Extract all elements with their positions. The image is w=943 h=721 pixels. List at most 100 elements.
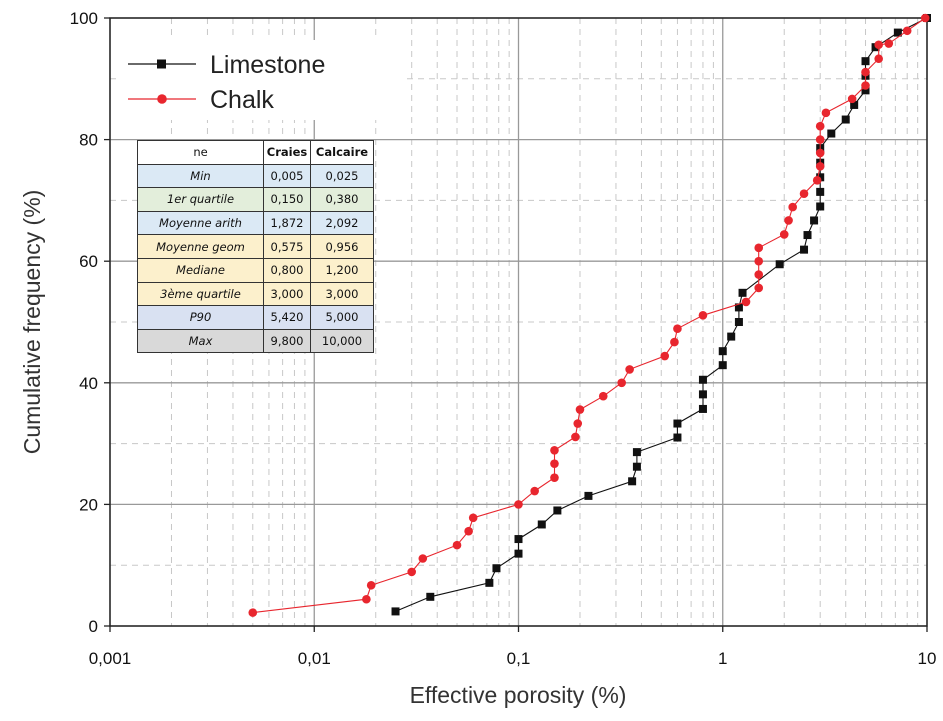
table-row: Moyenne geom 0,575 0,956 xyxy=(137,234,374,259)
chalk-point xyxy=(571,432,580,442)
y-tick-label: 80 xyxy=(79,131,98,150)
x-tick-label: 0,01 xyxy=(298,649,331,668)
table-row: Min 0,005 0,025 xyxy=(137,163,374,189)
chalk-point xyxy=(598,391,608,401)
chalk-point xyxy=(884,39,894,48)
limestone-point xyxy=(734,303,743,312)
limestone-point xyxy=(628,477,637,486)
limestone-point xyxy=(485,578,494,587)
legend-marker-limestone xyxy=(157,59,166,69)
chalk-point xyxy=(418,554,428,563)
limestone-point xyxy=(816,187,825,196)
calcaire-value: 10,000 xyxy=(310,328,374,354)
legend-background xyxy=(118,40,403,120)
limestone-point xyxy=(514,535,523,544)
chalk-point xyxy=(575,405,585,414)
limestone-point xyxy=(775,260,784,269)
chalk-point xyxy=(407,567,417,577)
chalk-point xyxy=(550,445,559,455)
chalk-point xyxy=(452,540,462,550)
chalk-point xyxy=(530,486,539,496)
chalk-point xyxy=(847,94,857,104)
chalk-point xyxy=(754,283,764,293)
table-row: Max 9,800 10,000 xyxy=(137,328,374,354)
chalk-point xyxy=(815,121,825,131)
limestone-point xyxy=(514,549,523,558)
limestone-point xyxy=(738,288,747,297)
statistics-table-body: Min 0,005 0,025 1er quartile 0,150 0,380 Moyen… xyxy=(137,163,374,354)
y-tick-label: 20 xyxy=(79,495,98,514)
chalk-point xyxy=(550,459,559,468)
chalk-point xyxy=(754,243,764,253)
chalk-point xyxy=(812,176,822,185)
series-chalk xyxy=(248,13,930,617)
chalk-point xyxy=(815,148,825,158)
series-limestone xyxy=(391,14,931,616)
chalk-point xyxy=(464,526,473,536)
chalk-point xyxy=(362,594,371,604)
limestone-point xyxy=(893,28,902,37)
chalk-point xyxy=(468,513,478,523)
calcaire-value: 0,956 xyxy=(310,234,374,259)
calcaire-value: 5,000 xyxy=(310,305,374,330)
x-axis-ticks: 0,001 0,01 0,1 1 10 xyxy=(89,626,937,668)
x-tick-label: 0,001 xyxy=(89,649,132,668)
row-label: Moyenne geom xyxy=(137,234,264,259)
craies-value: 0,150 xyxy=(263,187,311,212)
chalk-point xyxy=(754,270,764,279)
craies-value: 0,800 xyxy=(263,257,311,283)
chalk-point xyxy=(550,473,559,482)
limestone-point xyxy=(803,231,812,240)
chalk-point xyxy=(670,337,679,347)
chalk-point xyxy=(788,202,797,212)
y-axis-ticks: 0 20 40 60 80 100 xyxy=(70,9,110,636)
limestone-point xyxy=(810,216,819,225)
limestone-point xyxy=(800,245,809,254)
calcaire-value: 2,092 xyxy=(310,210,374,236)
y-tick-label: 0 xyxy=(89,617,98,636)
chalk-point xyxy=(815,135,825,144)
chalk-point xyxy=(861,81,870,90)
row-label: Min xyxy=(137,163,264,189)
chalk-point xyxy=(248,608,258,617)
row-label: P90 xyxy=(137,305,264,330)
limestone-point xyxy=(632,462,641,471)
craies-value: 0,575 xyxy=(263,234,311,259)
chalk-point xyxy=(625,365,634,374)
statistics-table-header: ne Craies Calcaire xyxy=(137,140,374,165)
limestone-point xyxy=(391,607,400,616)
limestone-point xyxy=(492,564,501,573)
calcaire-value: 0,380 xyxy=(310,187,374,212)
calcaire-value: 0,025 xyxy=(310,163,374,189)
chalk-point xyxy=(861,67,870,77)
chalk-point xyxy=(920,13,930,23)
chalk-point xyxy=(514,500,523,509)
craies-value: 3,000 xyxy=(263,281,311,307)
x-axis-title: Effective porosity (%) xyxy=(410,682,627,708)
table-row: Moyenne arith 1,872 2,092 xyxy=(137,210,374,236)
y-tick-label: 100 xyxy=(70,9,98,28)
x-tick-label: 1 xyxy=(718,649,727,668)
craies-value: 1,872 xyxy=(263,210,311,236)
row-label: Mediane xyxy=(137,257,264,283)
chalk-point xyxy=(779,230,789,239)
chalk-point xyxy=(874,40,883,50)
legend: Limestone Chalk xyxy=(118,40,403,120)
limestone-point xyxy=(718,347,727,356)
table-row: P90 5,420 5,000 xyxy=(137,305,374,330)
chalk-point xyxy=(874,54,883,64)
limestone-point xyxy=(841,115,850,124)
limestone-point xyxy=(698,375,707,384)
limestone-point xyxy=(673,433,682,442)
legend-label-limestone: Limestone xyxy=(210,51,325,79)
limestone-point xyxy=(632,448,641,457)
table-row: 1er quartile 0,150 0,380 xyxy=(137,187,374,212)
x-tick-label: 10 xyxy=(918,649,937,668)
chalk-point xyxy=(815,162,825,171)
legend-label-chalk: Chalk xyxy=(210,86,274,114)
row-label: Moyenne arith xyxy=(137,210,264,236)
chalk-point xyxy=(799,189,809,199)
limestone-point xyxy=(537,520,546,529)
limestone-point xyxy=(673,419,682,428)
